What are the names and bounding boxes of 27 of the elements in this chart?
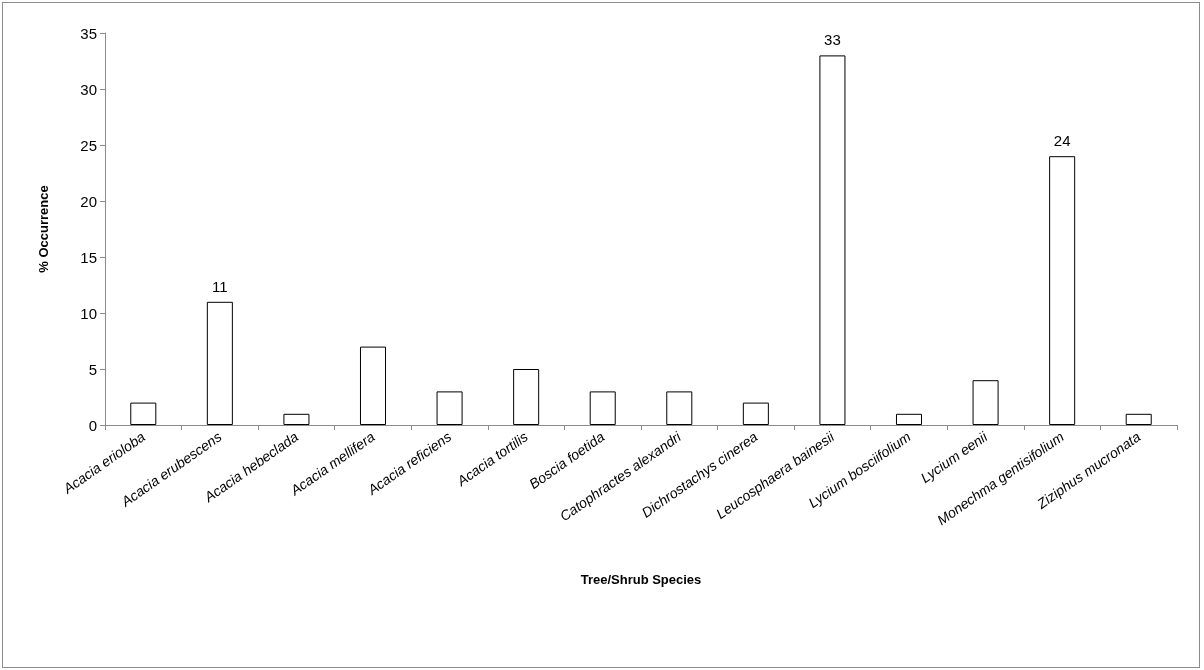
bar	[130, 402, 157, 425]
bar	[513, 369, 540, 425]
y-tick-label: 10	[80, 304, 97, 322]
bar	[589, 391, 616, 425]
bar	[1125, 413, 1152, 425]
bar	[972, 380, 999, 425]
y-tick-label: 0	[88, 416, 97, 434]
bar	[436, 391, 463, 425]
y-tick-label: 30	[80, 80, 97, 98]
data-label: 11	[212, 277, 228, 295]
y-tick-label: 15	[80, 248, 97, 266]
y-tick-label: 25	[80, 136, 97, 154]
y-tick-label: 5	[88, 360, 97, 378]
bar	[666, 391, 693, 425]
data-label: 24	[1053, 132, 1071, 150]
bar	[819, 55, 846, 425]
data-label: 33	[824, 31, 841, 49]
bar	[283, 413, 310, 425]
bar	[359, 346, 387, 425]
bar	[1049, 156, 1076, 425]
y-axis-title: % Occurrence	[36, 185, 51, 273]
bar	[742, 402, 769, 425]
bar	[206, 301, 233, 425]
y-tick-label: 20	[80, 192, 97, 210]
x-axis-title: Tree/Shrub Species	[580, 572, 702, 587]
y-tick-label: 35	[80, 24, 97, 42]
bar	[895, 413, 923, 425]
